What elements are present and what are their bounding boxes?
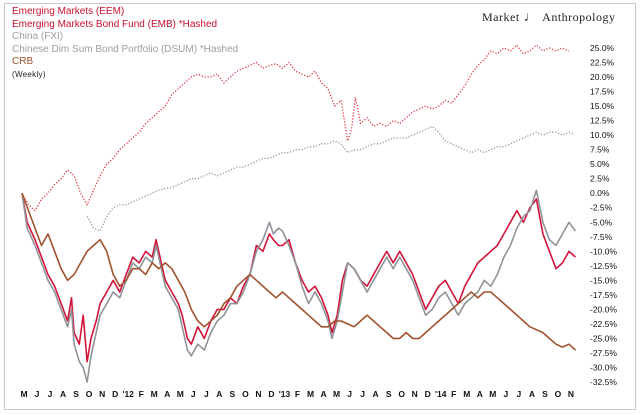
legend: Emerging Markets (EEM) Emerging Markets … xyxy=(12,6,238,81)
logo-word-market: Market xyxy=(482,10,520,24)
y-tick-label: 12.5% xyxy=(590,116,615,126)
logo-glyph-icon: ♩ xyxy=(523,10,539,25)
y-tick-label: -15.0% xyxy=(590,275,617,285)
y-tick-label: 7.5% xyxy=(590,145,610,155)
y-tick-label: -12.5% xyxy=(590,261,617,271)
x-tick-label: N xyxy=(99,389,105,399)
x-tick-label: J xyxy=(360,389,365,399)
y-tick-label: 15.0% xyxy=(590,101,615,111)
x-tick-label: J xyxy=(204,389,209,399)
legend-crb: CRB xyxy=(12,56,34,67)
x-tick-label: M xyxy=(151,389,158,399)
x-tick-label: J xyxy=(347,389,352,399)
x-tick-label: S xyxy=(386,389,392,399)
logo-word-anthropology: Anthropology xyxy=(542,10,616,24)
legend-dsum: Chinese Dim Sum Bond Portfolio (DSUM) *H… xyxy=(12,43,239,55)
x-tick-label: F xyxy=(295,389,300,399)
x-tick-label: M xyxy=(333,389,340,399)
series-line-emerging-markets-bond-fund-emb-hashed xyxy=(21,44,570,212)
y-tick-label: -17.5% xyxy=(590,290,617,300)
x-tick-label: M xyxy=(307,389,314,399)
x-tick-label: N xyxy=(412,389,418,399)
x-tick-label: A xyxy=(164,389,170,399)
x-tick-label: M xyxy=(489,389,496,399)
x-tick-label: S xyxy=(542,389,548,399)
x-tick-label: D xyxy=(112,389,118,399)
series-line-china-fxi xyxy=(21,189,577,383)
x-tick-label: '14 xyxy=(435,389,447,399)
x-tick-label: S xyxy=(73,389,79,399)
x-tick-label: A xyxy=(477,389,483,399)
x-tick-label: D xyxy=(425,389,431,399)
x-tick-label: O xyxy=(242,389,249,399)
y-tick-label: -22.5% xyxy=(590,319,617,329)
y-tick-label: -2.5% xyxy=(590,203,613,213)
x-tick-label: A xyxy=(216,389,222,399)
brand-logo: Market ♩ Anthropology xyxy=(482,10,616,26)
x-tick-label: A xyxy=(373,389,379,399)
y-tick-label: -32.5% xyxy=(590,377,617,387)
y-tick-label: 10.0% xyxy=(590,130,615,140)
x-tick-label: D xyxy=(268,389,274,399)
x-tick-label: N xyxy=(255,389,261,399)
x-tick-label: A xyxy=(320,389,326,399)
x-tick-label: J xyxy=(35,389,40,399)
y-tick-label: 22.5% xyxy=(590,58,615,68)
x-tick-label: A xyxy=(60,389,66,399)
y-tick-label: 2.5% xyxy=(590,174,610,184)
legend-fxi: China (FXI) xyxy=(12,31,64,42)
y-tick-label: -20.0% xyxy=(590,304,617,314)
series-line-emerging-markets-eem xyxy=(21,193,577,363)
legend-frequency: (Weekly) xyxy=(12,69,46,79)
y-tick-label: 25.0% xyxy=(590,43,615,53)
y-tick-label: 5.0% xyxy=(590,159,610,169)
y-tick-label: -27.5% xyxy=(590,348,617,358)
series-line-chinese-dim-sum-bond-portfolio-dsum-hashed xyxy=(86,125,574,232)
x-tick-label: N xyxy=(568,389,574,399)
y-tick-label: -10.0% xyxy=(590,246,617,256)
x-tick-label: '12 xyxy=(122,389,134,399)
x-tick-label: F xyxy=(451,389,456,399)
y-tick-label: -7.5% xyxy=(590,232,613,242)
x-tick-label: O xyxy=(398,389,405,399)
legend-eem: Emerging Markets (EEM) xyxy=(12,6,125,17)
x-tick-label: M xyxy=(177,389,184,399)
series-line-crb xyxy=(21,192,577,351)
x-tick-label: O xyxy=(555,389,562,399)
y-tick-label: -30.0% xyxy=(590,362,617,372)
x-tick-label: J xyxy=(517,389,522,399)
x-tick-label: J xyxy=(191,389,196,399)
y-tick-label: -5.0% xyxy=(590,217,613,227)
y-tick-label: 17.5% xyxy=(590,87,615,97)
x-tick-label: M xyxy=(463,389,470,399)
y-tick-label: 20.0% xyxy=(590,72,615,82)
x-tick-label: A xyxy=(529,389,535,399)
x-tick-label: '13 xyxy=(279,389,291,399)
x-tick-label: J xyxy=(48,389,53,399)
y-tick-label: -25.0% xyxy=(590,333,617,343)
x-tick-label: J xyxy=(503,389,508,399)
x-tick-label: M xyxy=(20,389,27,399)
x-tick-label: O xyxy=(86,389,93,399)
x-tick-label: S xyxy=(230,389,236,399)
x-tick-label: F xyxy=(139,389,144,399)
legend-emb: Emerging Markets Bond Fund (EMB) *Hashed xyxy=(12,18,218,30)
y-tick-label: 0.0% xyxy=(590,188,610,198)
